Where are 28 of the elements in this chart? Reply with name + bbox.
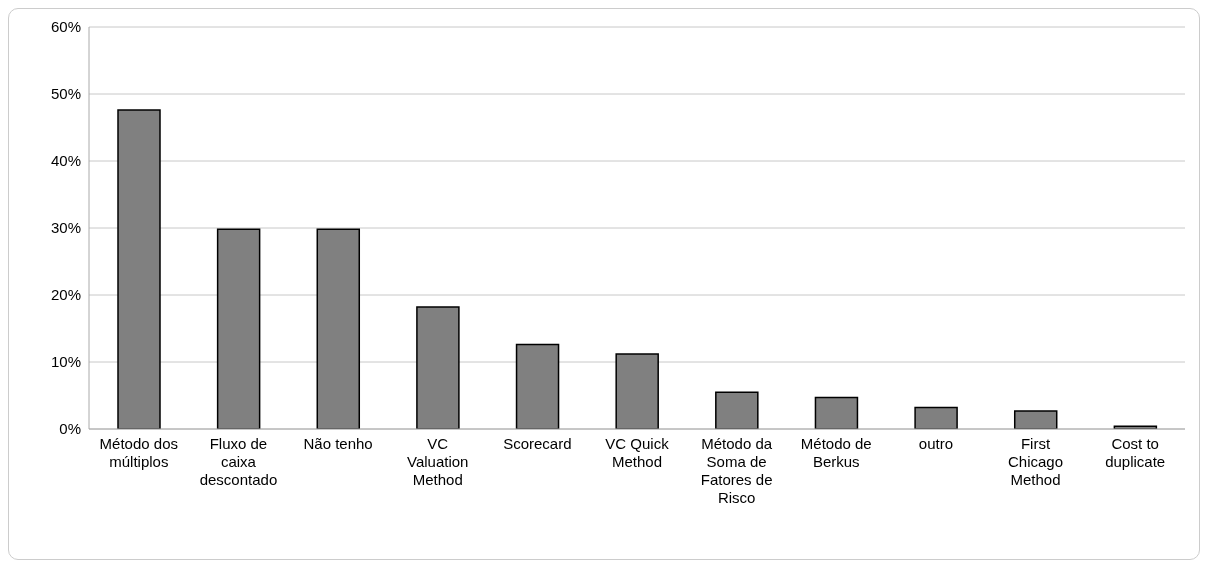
- y-tick-label: 0%: [59, 420, 81, 438]
- x-tick-label: VC Quick Method: [605, 435, 670, 470]
- y-tick-label: 10%: [50, 353, 81, 371]
- bar: [216, 228, 261, 429]
- x-tick-label: outro: [918, 435, 954, 452]
- y-tick-label: 40%: [50, 152, 81, 170]
- y-tick-label: 20%: [50, 286, 81, 304]
- bar: [1013, 410, 1058, 429]
- bar: [914, 406, 958, 429]
- bar: [814, 396, 859, 429]
- bar: [117, 109, 161, 429]
- x-tick-label: Scorecard: [503, 435, 572, 452]
- bar: [416, 306, 460, 429]
- bar: [515, 343, 560, 429]
- y-tick-label: 50%: [50, 85, 81, 103]
- x-tick-label: Método dos múltiplos: [99, 435, 179, 470]
- x-tick-label: Fluxo de caixa descontado: [199, 435, 278, 488]
- bar: [715, 391, 759, 429]
- x-tick-label: Cost to duplicate: [1105, 435, 1166, 470]
- bar: [316, 228, 361, 429]
- x-tick-label: Método da Soma de Fatores de Risco: [700, 435, 773, 506]
- x-tick-label: Método de Berkus: [800, 435, 872, 470]
- y-tick-label: 60%: [50, 18, 81, 36]
- y-tick-label: 30%: [50, 219, 81, 237]
- x-tick-label: Não tenho: [303, 435, 373, 452]
- x-tick-label: VC Valuation Method: [407, 435, 469, 488]
- bar: [615, 353, 659, 429]
- x-tick-label: First Chicago Method: [1008, 435, 1064, 488]
